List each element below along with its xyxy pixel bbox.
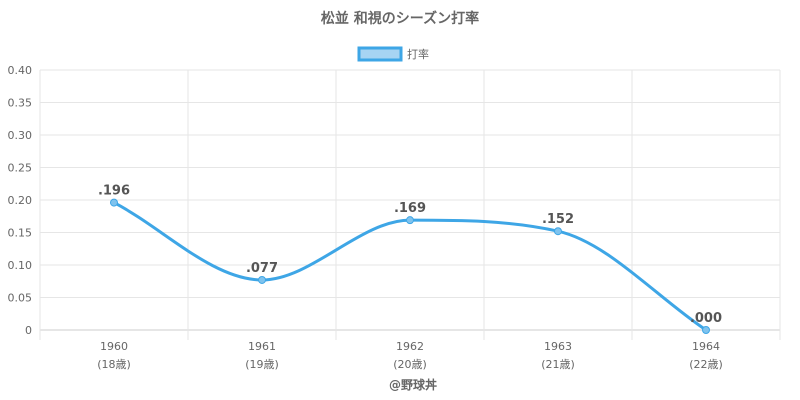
y-tick-label: 0 bbox=[25, 324, 32, 337]
y-tick-label: 0.30 bbox=[8, 129, 33, 142]
data-point bbox=[258, 275, 266, 284]
x-tick-sublabel: (20歳) bbox=[393, 358, 427, 371]
y-tick-label: 0.05 bbox=[8, 292, 33, 305]
series-layer bbox=[110, 198, 710, 334]
legend-label: 打率 bbox=[407, 47, 429, 61]
y-tick-label: 0.35 bbox=[8, 97, 33, 110]
x-tick-label: 1961 bbox=[248, 340, 276, 353]
legend[interactable]: 打率 bbox=[357, 46, 429, 62]
footer-credit: @野球丼 bbox=[389, 377, 437, 392]
y-tick-label: 0.40 bbox=[8, 64, 33, 77]
data-point bbox=[554, 227, 562, 236]
y-tick-label: 0.10 bbox=[8, 259, 33, 272]
data-label: .000 bbox=[690, 311, 722, 326]
y-tick-label: 0.15 bbox=[8, 227, 33, 240]
data-label: .196 bbox=[98, 184, 130, 199]
x-tick-label: 1963 bbox=[544, 340, 572, 353]
x-tick-sublabel: (21歳) bbox=[541, 358, 575, 371]
data-label: .169 bbox=[394, 201, 426, 216]
data-point bbox=[110, 198, 118, 207]
x-tick-sublabel: (19歳) bbox=[245, 358, 279, 371]
x-tick-label: 1962 bbox=[396, 340, 424, 353]
x-tick-sublabel: (18歳) bbox=[97, 358, 131, 371]
x-tick-label: 1964 bbox=[692, 340, 720, 353]
data-label: .152 bbox=[542, 212, 574, 227]
grid bbox=[39, 69, 781, 340]
data-point bbox=[702, 326, 710, 334]
y-tick-label: 0.25 bbox=[8, 162, 33, 175]
axes: 0 0.05 0.10 0.15 0.20 0.25 0.30 0.35 0.40 1960 (18… bbox=[8, 64, 723, 371]
data-labels: .196 .077 .169 .152 .000 bbox=[98, 184, 722, 326]
data-label: .077 bbox=[246, 261, 278, 276]
x-tick-label: 1960 bbox=[100, 340, 128, 353]
x-tick-sublabel: (22歳) bbox=[689, 358, 723, 371]
data-point bbox=[406, 216, 414, 225]
y-tick-label: 0.20 bbox=[8, 194, 33, 207]
legend-swatch bbox=[357, 46, 403, 62]
chart-title: 松並 和視のシーズン打率 bbox=[321, 10, 479, 27]
